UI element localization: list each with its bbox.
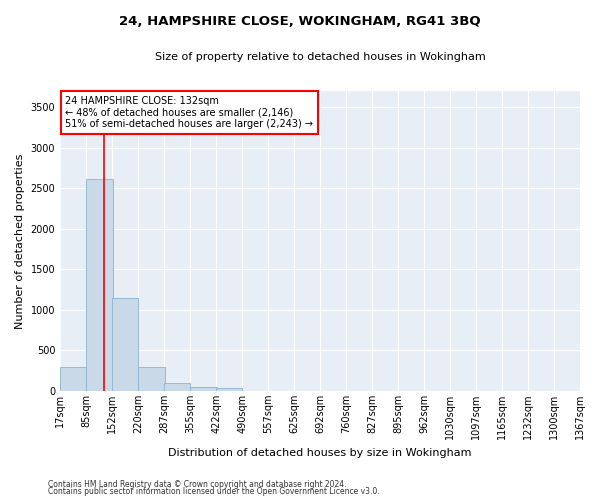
- Bar: [86, 178, 113, 391]
- Bar: [139, 366, 164, 391]
- Bar: [60, 367, 86, 391]
- Bar: [164, 383, 190, 391]
- Bar: [216, 388, 242, 391]
- Title: Size of property relative to detached houses in Wokingham: Size of property relative to detached ho…: [155, 52, 485, 62]
- Bar: [112, 298, 139, 391]
- X-axis label: Distribution of detached houses by size in Wokingham: Distribution of detached houses by size …: [169, 448, 472, 458]
- Bar: [190, 387, 217, 391]
- Text: Contains public sector information licensed under the Open Government Licence v3: Contains public sector information licen…: [48, 487, 380, 496]
- Text: 24, HAMPSHIRE CLOSE, WOKINGHAM, RG41 3BQ: 24, HAMPSHIRE CLOSE, WOKINGHAM, RG41 3BQ: [119, 15, 481, 28]
- Text: 24 HAMPSHIRE CLOSE: 132sqm
← 48% of detached houses are smaller (2,146)
51% of s: 24 HAMPSHIRE CLOSE: 132sqm ← 48% of deta…: [65, 96, 313, 129]
- Y-axis label: Number of detached properties: Number of detached properties: [15, 154, 25, 328]
- Text: Contains HM Land Registry data © Crown copyright and database right 2024.: Contains HM Land Registry data © Crown c…: [48, 480, 347, 489]
